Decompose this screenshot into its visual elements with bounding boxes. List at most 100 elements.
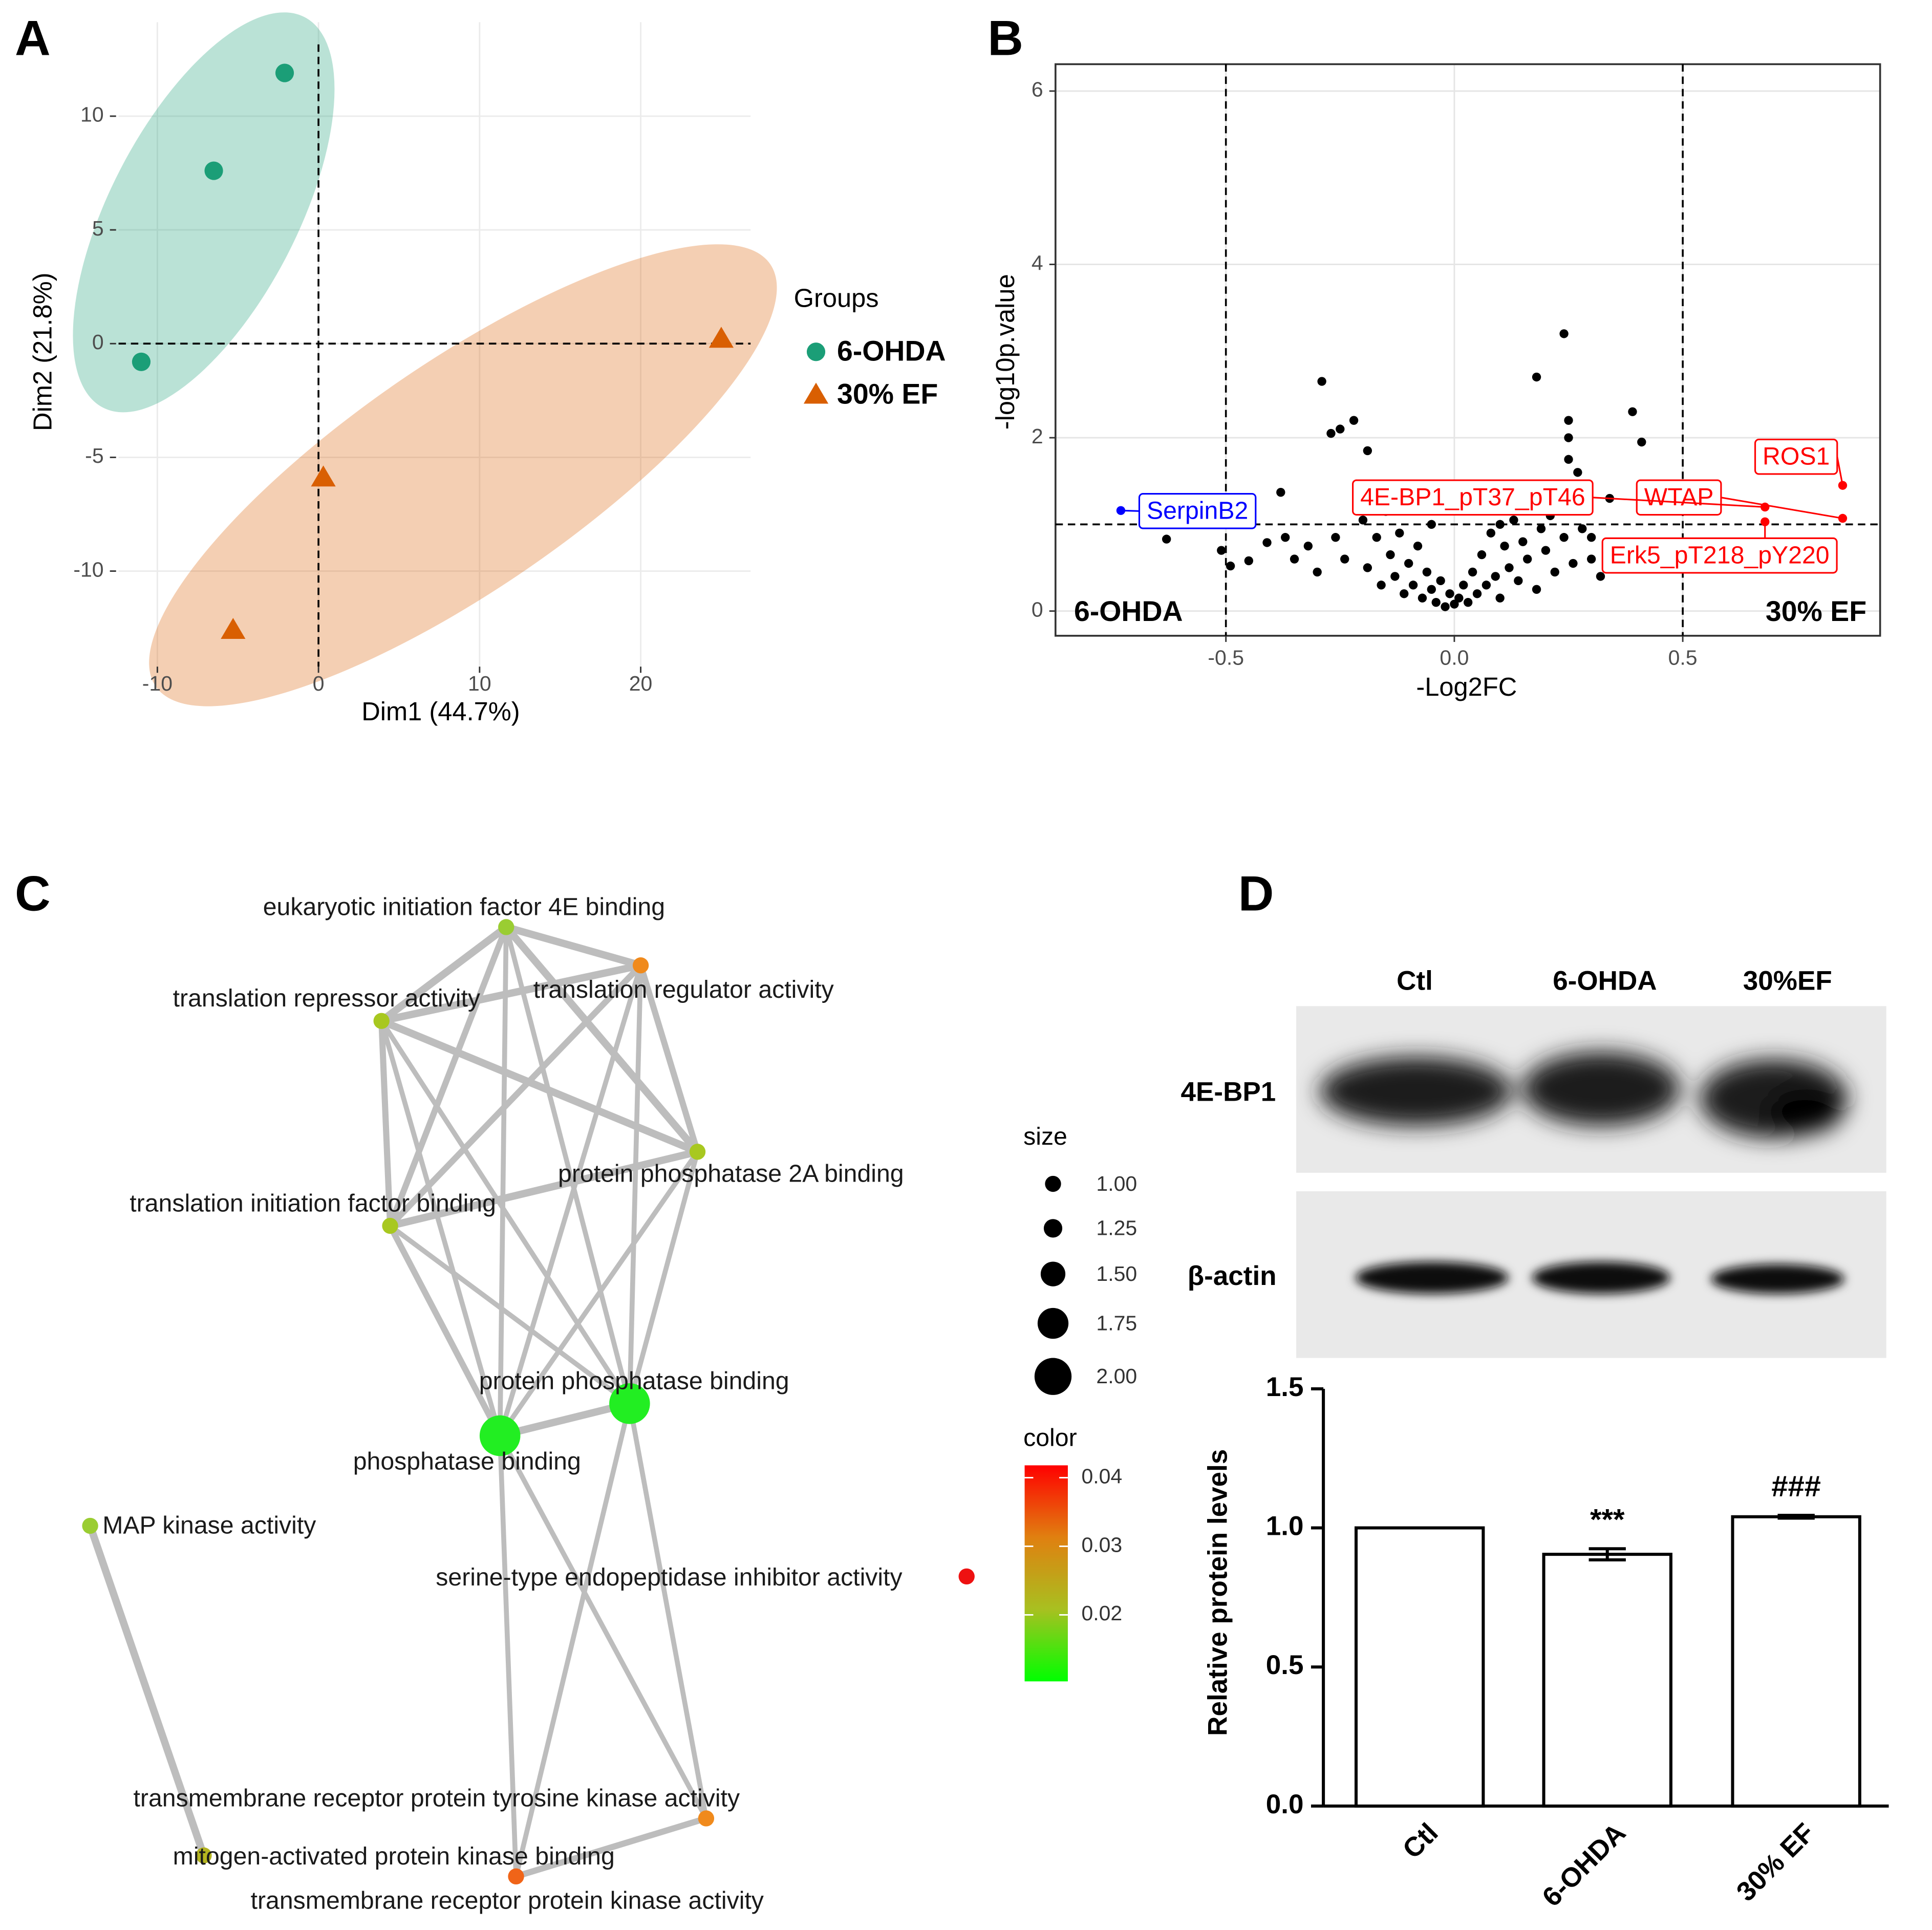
y-tick-label: 0 — [1032, 597, 1043, 621]
edge — [379, 1019, 632, 1405]
point — [1413, 541, 1423, 551]
label-leader — [1721, 497, 1843, 520]
node-label: phosphatase binding — [353, 1447, 581, 1475]
node-label: protein phosphatase binding — [479, 1367, 789, 1395]
point — [1454, 593, 1464, 603]
x-tick-label: Ctl — [1397, 1817, 1444, 1864]
node — [698, 1810, 715, 1827]
colorbar-label: 0.02 — [1081, 1601, 1122, 1625]
edge — [497, 927, 509, 1436]
point — [1523, 554, 1532, 564]
point — [1349, 416, 1359, 425]
point — [1340, 554, 1349, 564]
point — [1445, 589, 1454, 598]
point — [1226, 561, 1235, 571]
node — [958, 1568, 975, 1585]
edge — [627, 1403, 709, 1819]
edge — [378, 1020, 394, 1226]
node-label: transmembrane receptor protein tyrosine … — [134, 1785, 740, 1812]
edge — [498, 964, 643, 1436]
edge — [87, 1525, 207, 1857]
label-text: 4E-BP1_pT37_pT46 — [1360, 483, 1585, 511]
point — [1326, 428, 1336, 438]
point — [1509, 516, 1518, 525]
point — [1262, 538, 1272, 547]
point — [1436, 576, 1445, 586]
point — [1586, 533, 1596, 542]
point — [1377, 581, 1386, 590]
node-label: translation initiation factor binding — [130, 1189, 496, 1217]
point — [1541, 546, 1551, 555]
x-tick-label: -10 — [142, 672, 173, 695]
y-tick-label: -5 — [85, 444, 103, 467]
point — [1363, 446, 1372, 456]
point-label: 4E-BP1_pT37_pT46 — [1352, 479, 1765, 516]
band — [1532, 1261, 1670, 1294]
point — [1468, 567, 1477, 577]
node-label: transmembrane receptor protein kinase ac… — [251, 1887, 764, 1915]
point — [1386, 550, 1395, 560]
x-tick-label: 30% EF — [1731, 1817, 1820, 1907]
point — [1336, 424, 1345, 434]
bar — [1542, 1553, 1672, 1808]
edge — [498, 1434, 709, 1820]
y-tick-label: 0.0 — [1266, 1789, 1304, 1819]
y-tick-label: 0.5 — [1266, 1650, 1304, 1680]
x-tick-label: 0.5 — [1668, 646, 1698, 670]
point — [1276, 488, 1285, 497]
edge — [389, 1148, 699, 1230]
band — [1522, 1052, 1681, 1126]
point — [1390, 572, 1400, 581]
edge — [380, 1017, 699, 1155]
label-box — [1352, 479, 1594, 516]
y-axis-label: -log10p.value — [991, 274, 1020, 430]
legend-label: 30% EF — [837, 378, 938, 410]
point — [1331, 533, 1340, 542]
node — [82, 1517, 98, 1534]
y-tick-label: 4 — [1032, 251, 1043, 274]
point — [1518, 537, 1528, 546]
band — [1319, 1057, 1513, 1126]
point — [1363, 563, 1372, 572]
point — [1395, 528, 1404, 538]
y-tick-label: 2 — [1032, 424, 1043, 448]
x-axis-label: Dim1 (44.7%) — [361, 697, 520, 726]
point — [1559, 329, 1569, 338]
point — [1514, 576, 1523, 586]
edge — [627, 965, 643, 1404]
size-legend-label: 1.00 — [1096, 1172, 1137, 1195]
point — [1358, 516, 1368, 525]
x-tick-label: 0 — [313, 672, 325, 695]
edge — [379, 924, 509, 1024]
point — [1427, 585, 1436, 594]
x-tick-label: -0.5 — [1208, 646, 1244, 670]
point — [221, 617, 246, 639]
y-tick-label: 10 — [80, 103, 104, 126]
panel-letter: B — [988, 11, 1023, 66]
point — [1578, 524, 1587, 533]
edge — [498, 1150, 700, 1438]
lane-label: 30%EF — [1743, 966, 1832, 996]
bands — [1355, 1261, 1844, 1294]
size-legend-marker — [1040, 1261, 1066, 1286]
edge — [387, 1224, 503, 1438]
node — [508, 1868, 524, 1885]
label-text: ROS1 — [1763, 442, 1830, 470]
corner-annotation: 6-OHDA — [1074, 595, 1183, 627]
x-tick-label: 20 — [629, 672, 653, 695]
edge — [388, 963, 643, 1228]
point — [1464, 598, 1473, 607]
y-tick-label: 6 — [1032, 78, 1043, 101]
point — [1532, 372, 1541, 382]
blot: Ctl 6-OHDA 30%EF 4E-BP1 β-actin — [1181, 966, 1886, 1358]
y-tick-label: 1.5 — [1266, 1372, 1304, 1402]
label-box — [1601, 537, 1838, 574]
edge — [497, 1435, 519, 1877]
node-label: translation repressor activity — [173, 984, 481, 1012]
row-label: β-actin — [1188, 1261, 1277, 1291]
y-axis-label: Relative protein levels — [1203, 1449, 1233, 1736]
panel-letter: A — [15, 11, 51, 66]
edge — [637, 964, 701, 1153]
point — [1477, 550, 1487, 560]
point-label: WTAP — [1636, 479, 1843, 520]
